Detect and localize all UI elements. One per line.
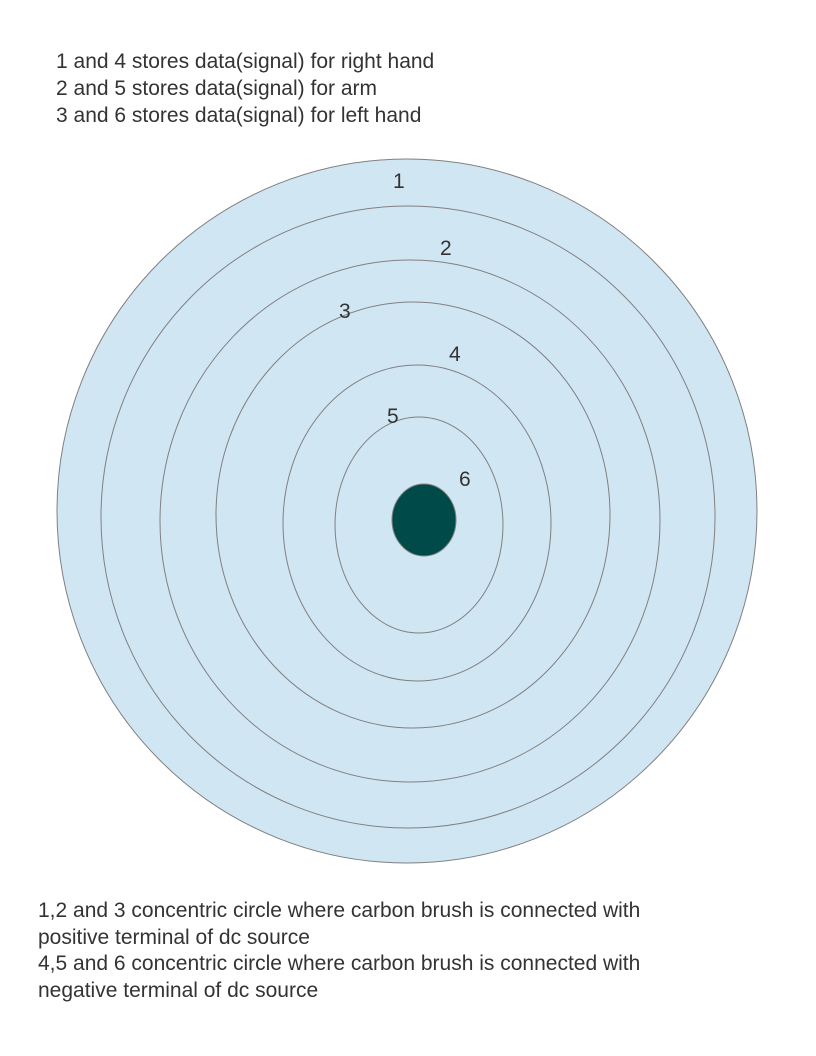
ring-label-5: 5 [387,405,399,428]
legend-note-left-hand: 3 and 6 stores data(signal) for left han… [56,104,422,127]
ring-2 [100,205,716,829]
terminal-note-negative-line-2: negative terminal of dc source [38,978,319,1002]
terminal-note-negative-line-1: 4,5 and 6 concentric circle where carbon… [38,952,641,975]
legend-notes: 1 and 4 stores data(signal) for right ha… [56,48,434,129]
ring-label-2: 2 [440,237,452,260]
legend-note-arm: 2 and 5 stores data(signal) for arm [56,77,377,100]
terminal-notes: 1,2 and 3 concentric circle where carbon… [38,898,640,1004]
legend-note-right-hand: 1 and 4 stores data(signal) for right ha… [56,50,435,73]
ring-5 [282,364,552,682]
center-contact [391,483,457,557]
ring-label-4: 4 [449,343,461,366]
ring-label-6: 6 [459,468,471,491]
terminal-note-positive-line-2: positive terminal of dc source [38,925,310,949]
ring-label-3: 3 [339,300,351,323]
ring-3 [159,259,661,783]
ring-label-1: 1 [393,170,405,193]
terminal-note-positive-line-1: 1,2 and 3 concentric circle where carbon… [38,899,641,922]
ring-6 [334,416,504,634]
ring-4 [215,301,611,729]
